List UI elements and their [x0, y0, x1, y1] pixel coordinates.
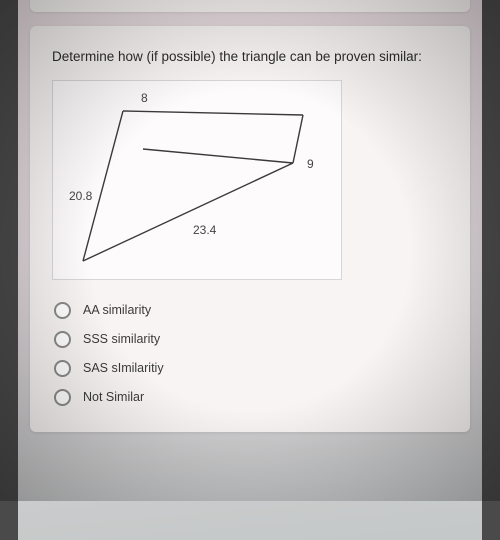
- option-sss-similarity[interactable]: SSS similarity: [52, 325, 450, 354]
- triangle-svg: [53, 81, 343, 281]
- radio-icon: [54, 389, 71, 406]
- triangle-figure: 8 9 20.8 23.4: [52, 80, 342, 280]
- label-bottom-23-4: 23.4: [193, 223, 216, 237]
- option-aa-similarity[interactable]: AA similarity: [52, 296, 450, 325]
- label-top-8: 8: [141, 91, 148, 105]
- device-frame: Clear sel Determine how (if possible) th…: [18, 0, 482, 540]
- option-not-similar[interactable]: Not Similar: [52, 383, 450, 412]
- answer-options: AA similarity SSS similarity SAS sImilar…: [52, 296, 450, 412]
- option-sas-similarity[interactable]: SAS sImilaritiy: [52, 354, 450, 383]
- radio-icon: [54, 302, 71, 319]
- previous-question-card: Clear sel: [30, 0, 470, 12]
- question-text: Determine how (if possible) the triangle…: [52, 48, 450, 66]
- radio-icon: [54, 331, 71, 348]
- option-label: Not Similar: [83, 390, 144, 404]
- option-label: AA similarity: [83, 303, 151, 317]
- label-left-20-8: 20.8: [69, 189, 92, 203]
- label-right-9: 9: [307, 157, 314, 171]
- option-label: SAS sImilaritiy: [83, 361, 164, 375]
- question-card: Determine how (if possible) the triangle…: [30, 26, 470, 432]
- radio-icon: [54, 360, 71, 377]
- screen: Clear sel Determine how (if possible) th…: [18, 0, 482, 540]
- option-label: SSS similarity: [83, 332, 160, 346]
